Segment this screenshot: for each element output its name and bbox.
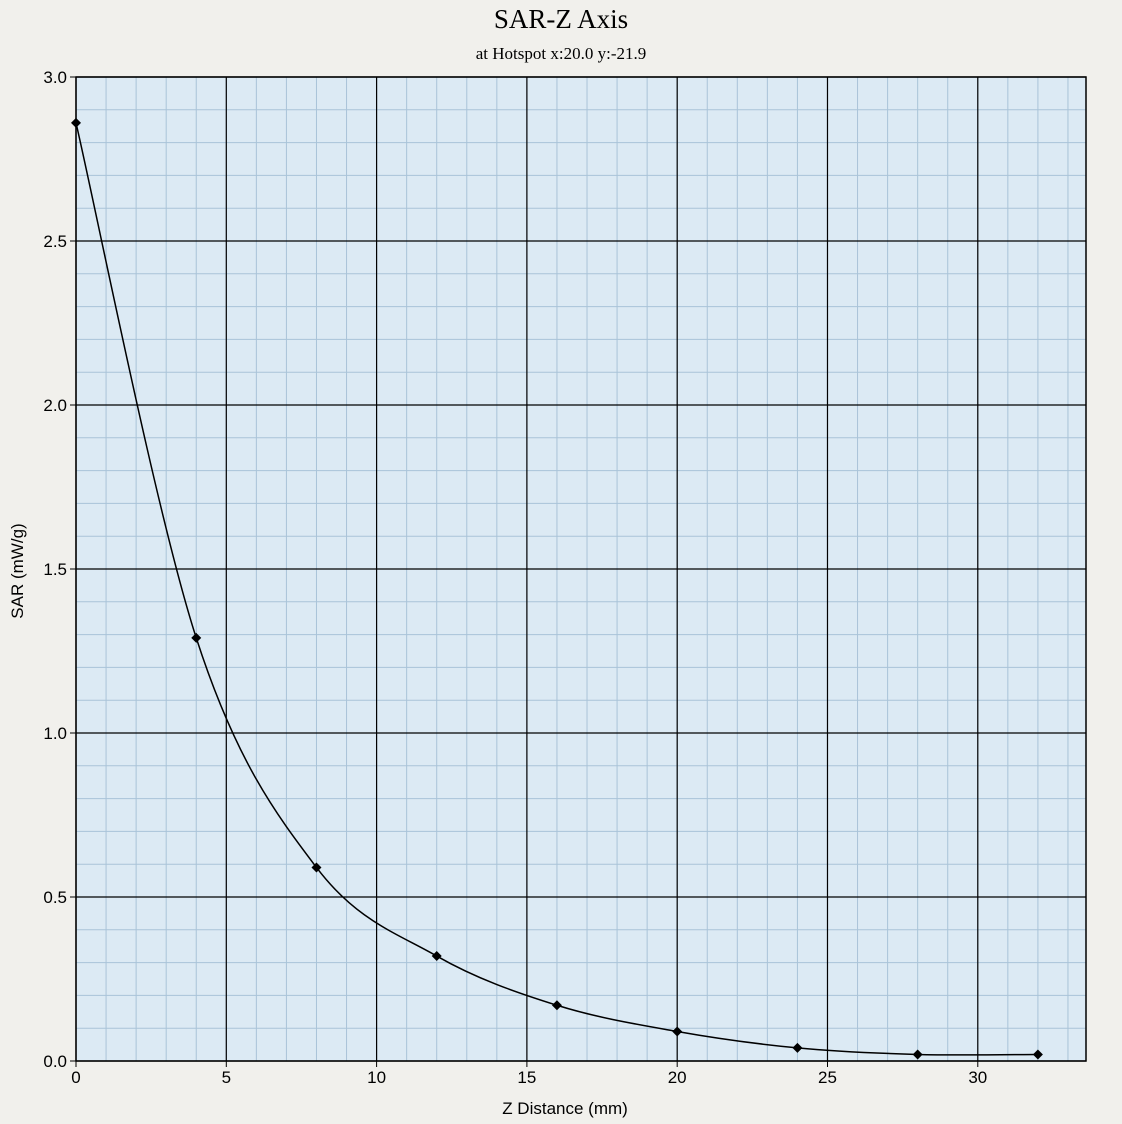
data-point [912, 1049, 923, 1060]
x-tick-label: 0 [71, 1068, 80, 1087]
y-tick-label: 2.0 [43, 396, 67, 415]
data-point [792, 1042, 803, 1053]
data-point [191, 632, 202, 643]
chart-title: SAR-Z Axis [493, 4, 629, 34]
y-tick-label: 3.0 [43, 68, 67, 87]
x-tick-label: 15 [517, 1068, 536, 1087]
data-point [311, 862, 322, 873]
y-tick-label: 2.5 [43, 232, 67, 251]
y-tick-label: 1.5 [43, 560, 67, 579]
data-point [672, 1026, 683, 1037]
data-point [551, 1000, 562, 1011]
x-tick-label: 30 [968, 1068, 987, 1087]
data-point [1032, 1049, 1043, 1060]
x-tick-label: 20 [668, 1068, 687, 1087]
chart-subtitle: at Hotspot x:20.0 y:-21.9 [475, 44, 647, 63]
series-line [75, 122, 1038, 1056]
x-tick-label: 5 [222, 1068, 231, 1087]
x-tick-label: 25 [818, 1068, 837, 1087]
y-tick-label: 0.0 [43, 1052, 67, 1071]
x-tick-label: 10 [367, 1068, 386, 1087]
y-tick-label: 1.0 [43, 724, 67, 743]
y-tick-label: 0.5 [43, 888, 67, 907]
x-axis-label: Z Distance (mm) [502, 1099, 628, 1118]
data-point [431, 951, 442, 962]
data-point [71, 117, 81, 128]
